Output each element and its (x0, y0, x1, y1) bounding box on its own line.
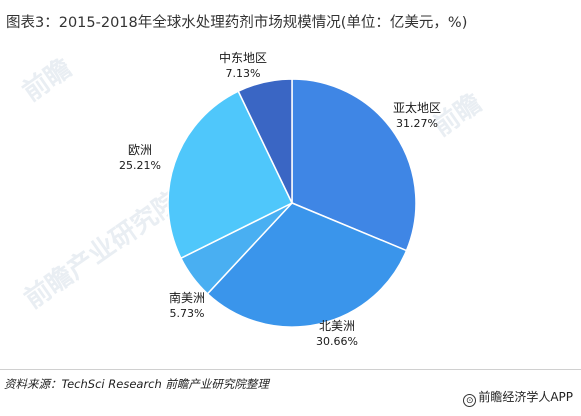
chart-title: 图表3：2015-2018年全球水处理药剂市场规模情况(单位：亿美元，%) (6, 15, 468, 31)
slice-value-label: 31.27% (396, 117, 438, 130)
pie-chart: 亚太地区 31.27% 北美洲 30.66% 南美洲 5.73% 欧洲 25.21% 中东地区 7… (119, 50, 441, 348)
pie-slice-4 (167, 90, 293, 260)
divider (0, 369, 581, 370)
slice-value-label: 5.73% (170, 307, 205, 320)
slice-name-label: 亚太地区 (393, 100, 441, 115)
pie-slice-5 (237, 78, 293, 204)
pie-slice-1 (291, 78, 417, 252)
slice-name-label: 南美洲 (169, 290, 205, 305)
pie-slice-2 (206, 202, 408, 328)
slice-value-label: 25.21% (119, 159, 161, 172)
slice-value-label: 30.66% (316, 335, 358, 348)
slice-value-label: 7.13% (226, 67, 261, 80)
slice-name-label: 欧洲 (128, 143, 152, 157)
qianzhan-logo-icon: ⊙ (463, 394, 477, 407)
source-note: 资料来源：TechSci Research 前瞻产业研究院整理 (4, 377, 269, 391)
slice-name-label: 中东地区 (219, 50, 267, 65)
slice-name-label: 北美洲 (319, 319, 355, 333)
brand-credit: ⊙ 前瞻经济学人APP (463, 388, 573, 407)
brand-name: 前瞻经济学人APP (478, 390, 573, 404)
